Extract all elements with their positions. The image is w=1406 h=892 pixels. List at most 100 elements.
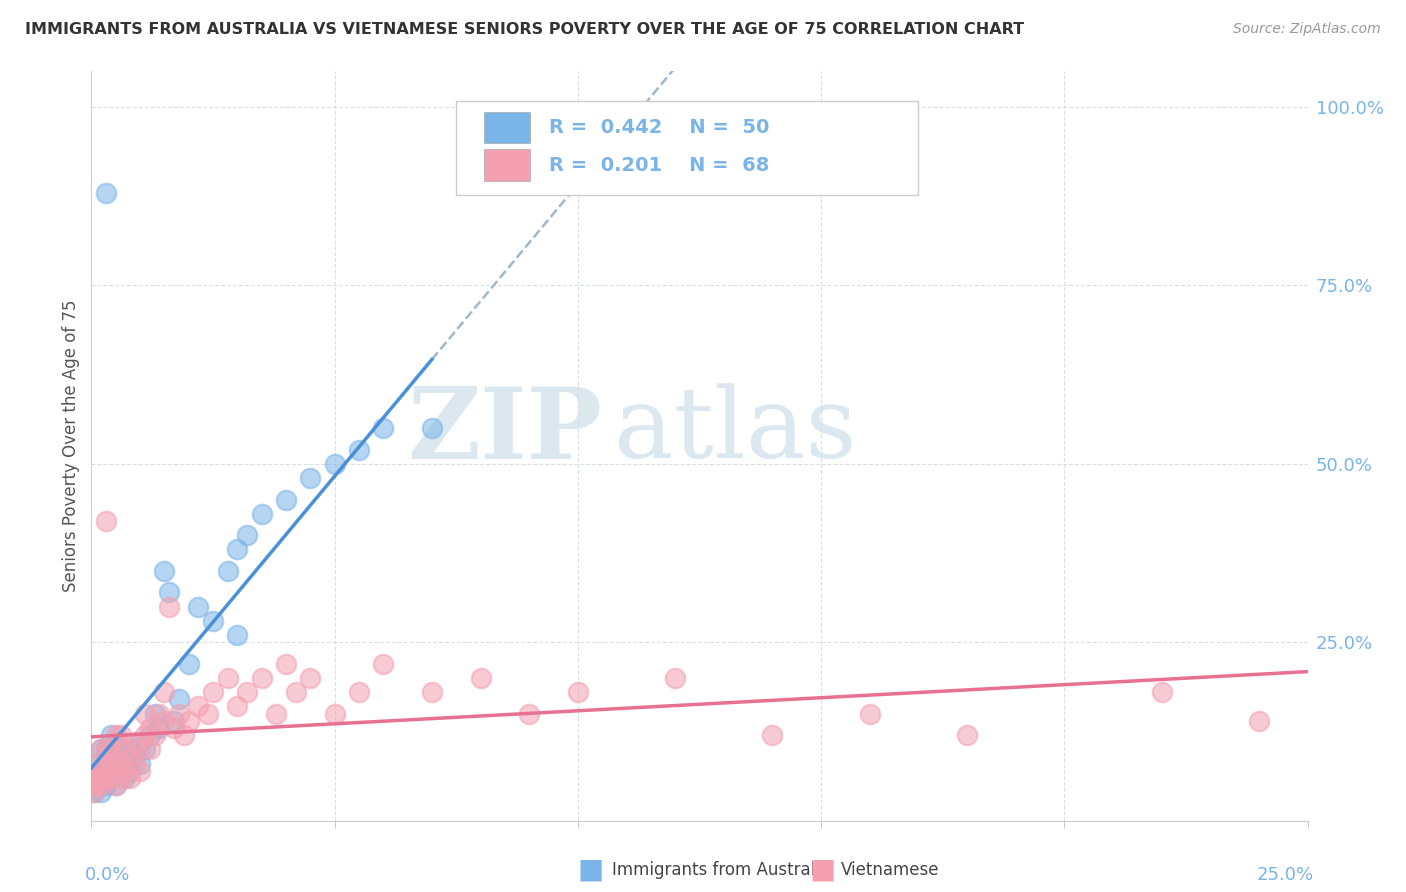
Point — [110, 756, 132, 771]
Point — [129, 756, 152, 771]
Point — [167, 706, 190, 721]
Point — [84, 771, 107, 785]
Point — [93, 771, 115, 785]
Point — [114, 764, 136, 778]
Point — [114, 771, 136, 785]
Point — [120, 749, 142, 764]
Point — [104, 764, 127, 778]
Point — [859, 706, 882, 721]
Point — [664, 671, 686, 685]
Text: R =  0.442    N =  50: R = 0.442 N = 50 — [548, 118, 769, 137]
Point — [124, 735, 146, 749]
Point — [94, 186, 117, 200]
Text: 25.0%: 25.0% — [1257, 865, 1313, 884]
Point — [134, 728, 156, 742]
Point — [420, 421, 443, 435]
Point — [87, 778, 110, 792]
Point — [157, 599, 180, 614]
Point — [134, 706, 156, 721]
Point — [120, 742, 142, 756]
Point — [202, 685, 225, 699]
Point — [177, 657, 200, 671]
Point — [274, 492, 297, 507]
Point — [90, 764, 112, 778]
Point — [167, 692, 190, 706]
Text: Immigrants from Australia: Immigrants from Australia — [612, 861, 830, 879]
Point — [236, 685, 259, 699]
Point — [250, 671, 273, 685]
Text: ■: ■ — [578, 855, 603, 884]
Y-axis label: Seniors Poverty Over the Age of 75: Seniors Poverty Over the Age of 75 — [62, 300, 80, 592]
Point — [236, 528, 259, 542]
Point — [84, 771, 107, 785]
Point — [104, 728, 127, 742]
Point — [104, 778, 127, 792]
Point — [139, 728, 162, 742]
Point — [110, 728, 132, 742]
Point — [110, 742, 132, 756]
Point — [110, 771, 132, 785]
Point — [217, 671, 239, 685]
Point — [323, 706, 346, 721]
Point — [120, 771, 142, 785]
Point — [120, 764, 142, 778]
Point — [163, 714, 186, 728]
Text: atlas: atlas — [614, 384, 858, 479]
Point — [84, 756, 107, 771]
Point — [187, 699, 209, 714]
Text: IMMIGRANTS FROM AUSTRALIA VS VIETNAMESE SENIORS POVERTY OVER THE AGE OF 75 CORRE: IMMIGRANTS FROM AUSTRALIA VS VIETNAMESE … — [25, 22, 1025, 37]
Point — [100, 771, 122, 785]
Point — [124, 756, 146, 771]
Point — [100, 742, 122, 756]
Point — [226, 628, 249, 642]
Point — [299, 671, 322, 685]
Point — [104, 735, 127, 749]
Point — [517, 706, 540, 721]
Point — [114, 756, 136, 771]
Point — [274, 657, 297, 671]
Point — [148, 706, 170, 721]
Point — [420, 685, 443, 699]
Point — [129, 735, 152, 749]
Point — [90, 742, 112, 756]
Point — [761, 728, 783, 742]
Point — [250, 507, 273, 521]
Point — [187, 599, 209, 614]
Point — [134, 742, 156, 756]
Point — [129, 742, 152, 756]
Point — [264, 706, 287, 721]
Point — [94, 742, 117, 756]
Point — [153, 564, 176, 578]
Point — [197, 706, 219, 721]
Point — [94, 771, 117, 785]
Point — [143, 728, 166, 742]
Point — [163, 721, 186, 735]
Point — [83, 785, 105, 799]
Point — [83, 785, 105, 799]
Point — [226, 699, 249, 714]
Point — [139, 742, 162, 756]
Point — [347, 442, 370, 457]
Point — [956, 728, 979, 742]
Point — [143, 706, 166, 721]
Point — [104, 756, 127, 771]
Text: Vietnamese: Vietnamese — [841, 861, 939, 879]
Point — [90, 764, 112, 778]
Point — [94, 742, 117, 756]
Point — [90, 742, 112, 756]
Point — [124, 749, 146, 764]
Point — [470, 671, 492, 685]
Point — [1150, 685, 1173, 699]
Point — [94, 514, 117, 528]
Point — [153, 685, 176, 699]
Point — [226, 542, 249, 557]
Point — [84, 756, 107, 771]
Text: ■: ■ — [810, 855, 835, 884]
Point — [100, 771, 122, 785]
Point — [114, 742, 136, 756]
Text: R =  0.201    N =  68: R = 0.201 N = 68 — [548, 155, 769, 175]
Point — [82, 778, 104, 792]
Point — [323, 457, 346, 471]
Text: ZIP: ZIP — [408, 383, 602, 480]
Point — [100, 728, 122, 742]
